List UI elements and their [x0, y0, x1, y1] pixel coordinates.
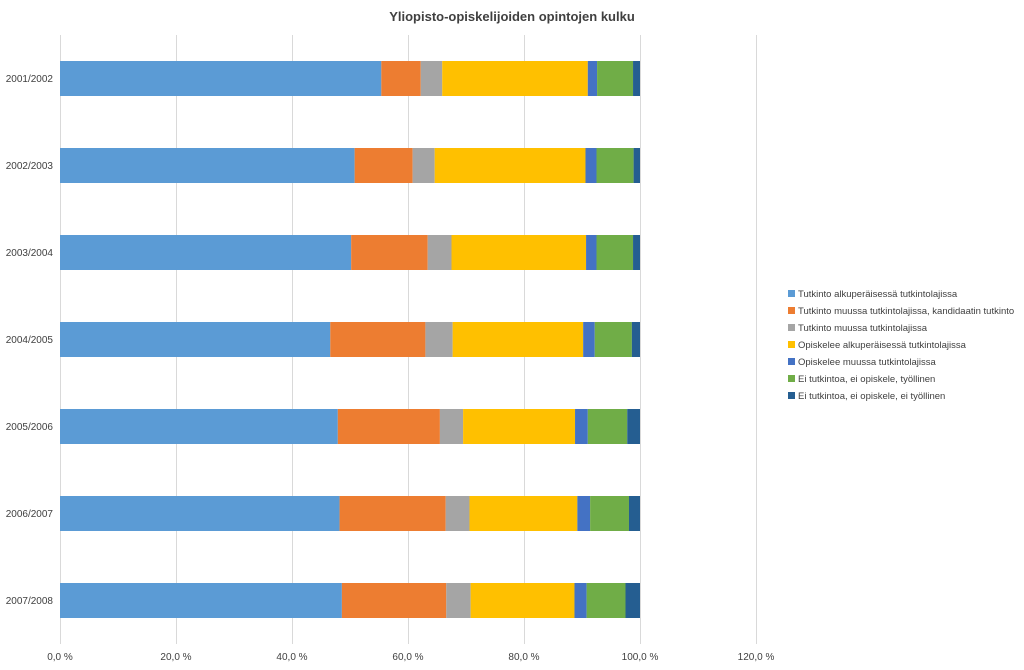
bar-segment — [60, 235, 352, 270]
y-axis: 2001/2002 2002/2003 2003/2004 2004/2005 2005… — [6, 74, 54, 607]
legend-swatch — [788, 324, 795, 331]
legend-swatch — [788, 290, 795, 297]
x-tick-label: 60,0 % — [392, 652, 423, 663]
legend-swatch — [788, 307, 795, 314]
x-tick-label: 80,0 % — [508, 652, 539, 663]
x-tick-label: 20,0 % — [160, 652, 191, 663]
x-tick-label: 120,0 % — [738, 652, 775, 663]
y-tick-label: 2001/2002 — [6, 74, 54, 85]
bar-segment — [60, 61, 382, 96]
bar-segment — [633, 235, 640, 270]
bar-segment — [594, 322, 632, 357]
chart-title: Yliopisto-opiskelijoiden opintojen kulku — [389, 9, 635, 24]
x-tick-label: 100,0 % — [622, 652, 659, 663]
bar-segment — [354, 148, 413, 183]
bar-segment — [597, 61, 634, 96]
legend-label: Ei tutkintoa, ei opiskele, ei työllinen — [798, 391, 945, 402]
x-tick-label: 40,0 % — [276, 652, 307, 663]
bar-segment — [60, 496, 340, 531]
bar-segment — [590, 496, 629, 531]
y-tick-label: 2002/2003 — [6, 161, 54, 172]
bar-segment — [60, 583, 342, 618]
bar-segment — [442, 61, 588, 96]
bar-segment — [633, 148, 640, 183]
legend-swatch — [788, 358, 795, 365]
bar-segment — [585, 148, 597, 183]
x-axis: 0,0 % 20,0 % 40,0 % 60,0 % 80,0 % 100,0 % 120,… — [47, 652, 774, 663]
bar-segment — [587, 409, 628, 444]
bar-segment — [412, 148, 435, 183]
bar-segment — [470, 583, 575, 618]
legend-label: Tutkinto muussa tutkintolajissa, kandida… — [798, 306, 1014, 317]
bar-segment — [445, 496, 470, 531]
bar-segment — [587, 61, 598, 96]
y-tick-label: 2006/2007 — [6, 509, 54, 520]
bar-segment — [577, 496, 591, 531]
bar-segment — [339, 496, 446, 531]
bar-segment — [427, 235, 452, 270]
y-tick-label: 2007/2008 — [6, 596, 54, 607]
legend-label: Opiskelee alkuperäisessä tutkintolajissa — [798, 340, 967, 351]
bar-segment — [586, 583, 626, 618]
legend-label: Tutkinto muussa tutkintolajissa — [798, 323, 928, 334]
bar-segment — [625, 583, 640, 618]
bar-segment — [451, 235, 587, 270]
bar-segment — [452, 322, 584, 357]
y-tick-label: 2005/2006 — [6, 422, 54, 433]
x-tick-label: 0,0 % — [47, 652, 73, 663]
bar-segment — [337, 409, 440, 444]
bar-segment — [463, 409, 576, 444]
bar-segment — [628, 496, 640, 531]
bar-segment — [583, 322, 595, 357]
bar-segment — [434, 148, 586, 183]
bar-segment — [60, 322, 331, 357]
y-tick-label: 2003/2004 — [6, 248, 54, 259]
bar-segment — [425, 322, 453, 357]
bar-segment — [341, 583, 447, 618]
legend-label: Ei tutkintoa, ei opiskele, työllinen — [798, 374, 935, 385]
bar-segment — [60, 148, 355, 183]
bar-segment — [469, 496, 578, 531]
legend-label: Tutkinto alkuperäisessä tutkintolajissa — [798, 289, 958, 300]
bar-segment — [60, 409, 338, 444]
legend: Tutkinto alkuperäisessä tutkintolajissa T… — [788, 289, 1014, 402]
bar-segment — [586, 235, 597, 270]
bar-segment — [381, 61, 421, 96]
bar-segment — [446, 583, 471, 618]
legend-swatch — [788, 341, 795, 348]
bar-segment — [575, 409, 588, 444]
legend-swatch — [788, 392, 795, 399]
bars — [60, 61, 640, 618]
bar-segment — [633, 61, 640, 96]
legend-label: Opiskelee muussa tutkintolajissa — [798, 357, 937, 368]
bar-segment — [627, 409, 640, 444]
y-tick-label: 2004/2005 — [6, 335, 54, 346]
bar-segment — [439, 409, 464, 444]
bar-segment — [420, 61, 443, 96]
bar-segment — [631, 322, 640, 357]
bar-segment — [574, 583, 587, 618]
bar-segment — [351, 235, 428, 270]
bar-segment — [330, 322, 426, 357]
legend-swatch — [788, 375, 795, 382]
bar-segment — [596, 235, 634, 270]
bar-segment — [596, 148, 634, 183]
